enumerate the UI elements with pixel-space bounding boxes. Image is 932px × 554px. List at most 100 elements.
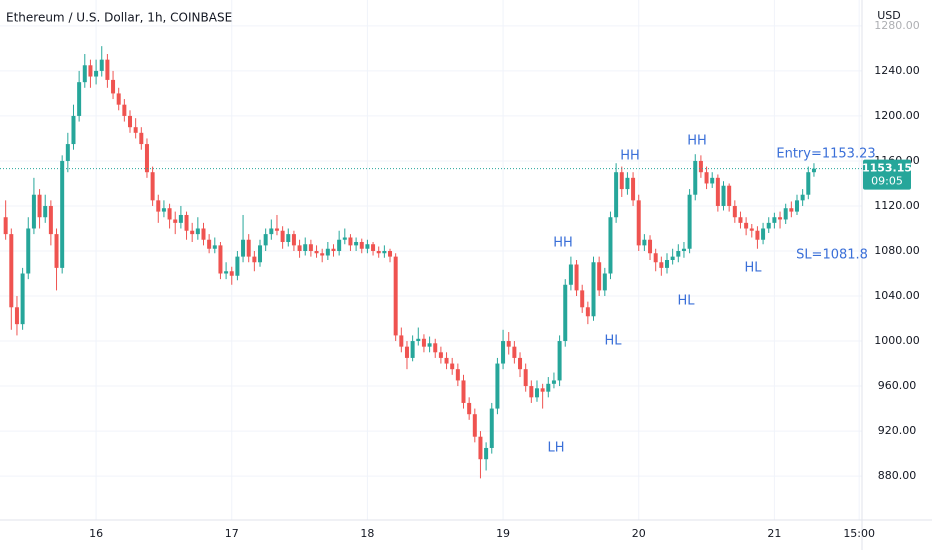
candle-body [150, 172, 155, 201]
candle-body [704, 172, 709, 184]
x-tick-label: 15:00 [843, 527, 875, 540]
candle-body [325, 248, 330, 256]
candle-body [467, 402, 472, 415]
candle-body [99, 59, 104, 71]
candle-body [585, 307, 590, 317]
candle-body [320, 253, 325, 256]
candle-body [48, 205, 53, 235]
pattern-annotation: HL [677, 294, 695, 309]
candle-body [26, 228, 31, 274]
candle-body [664, 260, 669, 268]
candle-body [608, 217, 613, 274]
candle-body [399, 335, 404, 347]
candle-body [659, 262, 664, 268]
x-tick-label: 18 [360, 527, 374, 540]
candle-body [557, 341, 562, 381]
candle-body [794, 200, 799, 212]
candle-body [495, 363, 500, 409]
candle-body [388, 250, 393, 257]
candle-body [568, 264, 573, 285]
candle-body [778, 217, 783, 220]
candle-body [195, 228, 200, 235]
candle-body [450, 363, 455, 370]
candle-body [461, 380, 466, 403]
candle-body [727, 185, 732, 206]
y-tick-label: 1120.00 [874, 199, 920, 212]
candle-body [693, 160, 698, 195]
candle-body [755, 230, 760, 240]
candle-body [710, 177, 715, 184]
candle-body [184, 214, 189, 231]
candle-body [94, 70, 99, 77]
candle-body [455, 369, 460, 381]
candle-body [732, 205, 737, 218]
candle-body [800, 194, 805, 201]
candle-body [207, 239, 212, 249]
candle-body [365, 244, 370, 249]
candle-body [676, 250, 681, 257]
candle-body [772, 217, 777, 223]
candle-body [636, 200, 641, 246]
currency-label: USD [877, 9, 901, 22]
x-tick-label: 20 [632, 527, 646, 540]
candle-body [65, 144, 70, 161]
candle-body [178, 214, 183, 223]
candle-body [241, 239, 246, 257]
candle-body [314, 250, 319, 254]
y-tick-label: 1000.00 [874, 334, 920, 347]
candle-body [116, 93, 121, 105]
candle-body [597, 262, 602, 291]
candle-body [404, 346, 409, 358]
candle-body [274, 228, 279, 231]
y-tick-label: 1240.00 [874, 64, 920, 77]
candle-body [738, 217, 743, 223]
candle-body [111, 79, 116, 94]
grid [0, 0, 862, 520]
candle-body [376, 250, 381, 254]
candle-body [744, 222, 749, 229]
candle-body [77, 82, 82, 116]
candle-body [631, 177, 636, 201]
candle-body [31, 194, 36, 229]
last-price-label: 1153.15 [862, 162, 912, 175]
candle-body [546, 383, 551, 392]
y-tick-label: 920.00 [878, 424, 917, 437]
y-tick-label: 1080.00 [874, 244, 920, 257]
candle-body [190, 230, 195, 235]
candle-body [614, 172, 619, 218]
candle-body [342, 237, 347, 240]
candle-body [433, 343, 438, 353]
candle-body [484, 447, 489, 460]
candle-body [218, 245, 223, 274]
candle-body [235, 256, 240, 276]
candle-body [258, 245, 263, 263]
candle-body [9, 234, 14, 308]
candle-body [523, 369, 528, 387]
candle-body [60, 160, 65, 268]
candle-body [489, 408, 494, 448]
candle-body [359, 241, 364, 249]
candle-body [224, 271, 229, 274]
candle-body [591, 262, 596, 317]
candle-body [173, 219, 178, 223]
candle-body [201, 228, 206, 240]
candle-body [286, 234, 291, 242]
candle-body [721, 185, 726, 206]
pattern-annotation: LH [547, 441, 564, 456]
x-tick-label: 17 [225, 527, 239, 540]
candle-body [71, 115, 76, 145]
candle-body [512, 346, 517, 358]
candle-body [291, 234, 296, 246]
candle-body [444, 357, 449, 364]
candle-body [540, 388, 545, 392]
candle-body [3, 217, 8, 235]
candle-body [167, 208, 172, 220]
candle-body [128, 115, 133, 128]
candle-body [619, 172, 624, 190]
x-tick-label: 16 [89, 527, 103, 540]
candle-body [766, 222, 771, 229]
candle-body [681, 248, 686, 251]
candle-body [337, 239, 342, 251]
candle-body [551, 380, 556, 384]
